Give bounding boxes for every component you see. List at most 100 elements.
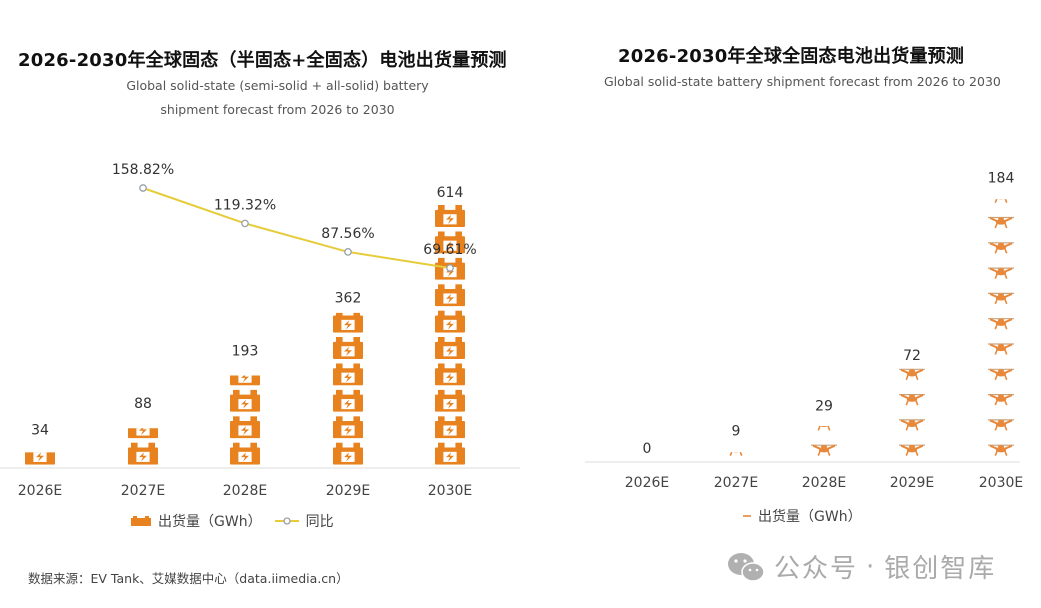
watermark: 公众号 · 银创智库 [726, 548, 996, 585]
bar-value-label: 34 [31, 423, 49, 439]
x-tick-label: 2029E [890, 475, 934, 491]
bar-2026E [25, 452, 55, 465]
battery-icon [128, 428, 158, 439]
bar-value-label: 362 [335, 291, 362, 307]
battery-icon [230, 389, 260, 412]
legend-battery-icon [131, 516, 151, 526]
left-chart-panel: 2026-2030年全球固态（半固态+全固态）电池出货量预测 Global so… [0, 50, 520, 586]
right-chart-panel: 2026-2030年全球全固态电池出货量预测 Global solid-stat… [580, 0, 1041, 608]
left-chart-subtitle-line2: shipment forecast from 2026 to 2030 [160, 102, 395, 117]
battery-icon [435, 363, 465, 386]
bar-2030E [435, 205, 465, 465]
battery-icon [333, 363, 363, 386]
left-chart-legend: 出货量（GWh） 同比 [130, 511, 334, 531]
bar-2030E [988, 199, 1014, 456]
yoy-value-label: 87.56% [321, 226, 374, 242]
legend-shipment-label: 出货量（GWh） [758, 509, 862, 525]
watermark-prefix: 公众号 [774, 554, 859, 584]
legend-yoy-label: 同比 [305, 514, 334, 530]
yoy-marker [139, 184, 147, 192]
drone-icon [988, 242, 1014, 254]
battery-icon [333, 337, 363, 359]
left-chart-plot: 34 2026E 88 2027E 193 2028E 362 2029E 614 2030E 15… [0, 162, 520, 499]
battery-icon [25, 452, 55, 465]
battery-icon [435, 337, 465, 359]
x-tick-label: 2028E [223, 483, 267, 499]
right-chart-subtitle: Global solid-state battery shipment fore… [604, 74, 1001, 89]
battery-icon [435, 389, 465, 412]
battery-icon [230, 375, 260, 386]
bar-2029E [333, 312, 363, 465]
right-chart-title: 2026-2030年全球全固态电池出货量预测 [618, 46, 965, 67]
battery-icon [333, 442, 363, 465]
x-tick-label: 2027E [714, 475, 758, 491]
x-tick-label: 2028E [802, 475, 846, 491]
right-chart-plot: 0 2026E 9 2027E 29 2028E 72 2029E 184 2030E [585, 171, 1023, 491]
x-tick-label: 2026E [625, 475, 669, 491]
yoy-line [142, 187, 451, 269]
watermark-dot: · [866, 551, 877, 582]
battery-icon [435, 231, 465, 254]
drone-icon [994, 199, 1008, 203]
drone-icon [988, 394, 1014, 406]
drone-icon [817, 426, 831, 431]
x-tick-label: 2030E [979, 475, 1023, 491]
bar-2028E [811, 426, 837, 456]
x-tick-label: 2029E [326, 483, 370, 499]
drone-icon [899, 444, 925, 456]
battery-icon [230, 416, 260, 439]
wechat-icon [728, 552, 765, 582]
x-tick-label: 2027E [121, 483, 165, 499]
battery-icon [230, 442, 260, 465]
battery-icon [128, 442, 158, 465]
watermark-name: 银创智库 [884, 554, 997, 584]
legend-shipment-label: 出货量（GWh） [158, 514, 262, 530]
drone-icon [988, 292, 1014, 305]
yoy-marker [344, 248, 352, 256]
yoy-marker [446, 264, 454, 272]
battery-icon [435, 205, 465, 227]
right-chart-legend: 出货量（GWh） [742, 506, 862, 526]
drone-icon [988, 267, 1014, 279]
legend-line-icon [274, 517, 299, 525]
data-source-note: 数据来源：EV Tank、艾媒数据中心（data.iimedia.cn） [28, 571, 349, 586]
bar-2029E [899, 368, 925, 456]
battery-icon [333, 416, 363, 439]
x-tick-label: 2030E [428, 483, 472, 499]
left-chart-subtitle-line1: Global solid-state (semi-solid + all-sol… [126, 78, 429, 93]
yoy-value-label: 158.82% [112, 162, 174, 178]
battery-icon [435, 310, 465, 333]
bar-value-label: 614 [437, 185, 464, 201]
battery-icon [435, 416, 465, 439]
bar-2027E [128, 428, 158, 465]
battery-icon [435, 442, 465, 465]
yoy-marker [241, 219, 249, 228]
drone-icon [988, 368, 1014, 381]
bar-2027E [729, 452, 743, 456]
drone-icon [988, 419, 1014, 431]
drone-icon [988, 318, 1014, 330]
bar-value-label: 193 [232, 343, 259, 359]
drone-icon [899, 368, 925, 381]
drone-icon [988, 444, 1014, 456]
bar-value-label: 0 [643, 441, 652, 457]
battery-icon [333, 312, 363, 333]
x-tick-label: 2026E [18, 483, 62, 499]
bar-2028E [230, 375, 260, 465]
bar-value-label: 9 [732, 424, 741, 440]
drone-icon [899, 394, 925, 406]
left-chart-title: 2026-2030年全球固态（半固态+全固态）电池出货量预测 [18, 50, 507, 71]
battery-icon [435, 284, 465, 307]
yoy-value-label: 69.61% [423, 242, 476, 258]
drone-icon [988, 216, 1014, 229]
battery-icon [333, 389, 363, 412]
drone-icon [811, 444, 837, 456]
drone-icon [899, 419, 925, 431]
drone-icon [729, 452, 743, 456]
bar-value-label: 88 [134, 396, 152, 412]
bar-value-label: 184 [988, 171, 1015, 187]
drone-icon [988, 343, 1014, 355]
bar-value-label: 72 [903, 348, 921, 364]
bar-value-label: 29 [815, 398, 833, 414]
legend-drone-icon [743, 515, 751, 517]
